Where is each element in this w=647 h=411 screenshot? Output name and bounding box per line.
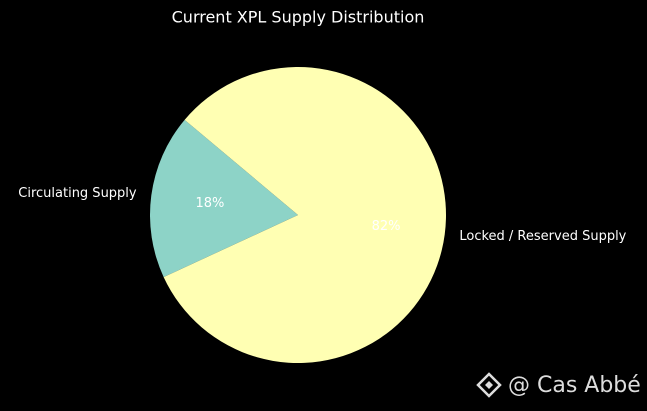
watermark-icon [476,372,502,398]
slice-label: Locked / Reserved Supply [459,229,626,244]
pie-slice [150,119,298,278]
value-label: 18% [196,196,225,211]
value-label: 82% [372,219,401,234]
slice-label: Circulating Supply [18,186,137,201]
chart-title: Current XPL Supply Distribution [172,8,425,27]
watermark: @ Cas Abbé [508,373,641,398]
pie-slice [163,67,446,364]
